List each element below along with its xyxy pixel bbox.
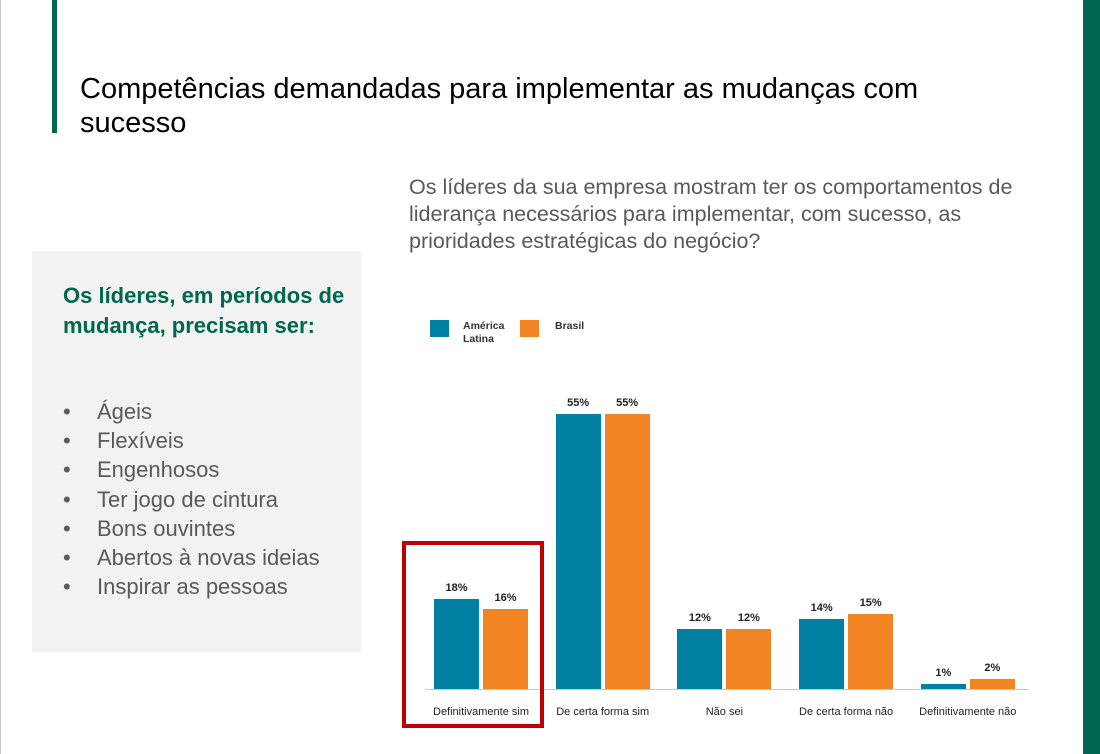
leader-traits-heading: Os líderes, em períodos de mudança, prec… xyxy=(63,283,345,338)
category-label: De certa forma sim xyxy=(556,706,650,718)
legend-label-brasil: Brasil xyxy=(555,320,585,332)
slide-left-edge xyxy=(0,0,1,754)
data-label: 16% xyxy=(494,592,517,604)
data-label: 14% xyxy=(810,602,833,614)
leader-trait-text: Inspirar as pessoas xyxy=(97,574,288,600)
bar-america-latina xyxy=(677,629,723,689)
leader-trait-text: Ter jogo de cintura xyxy=(97,486,278,512)
data-label: 2% xyxy=(984,662,1001,674)
bullet-icon: • xyxy=(63,545,71,571)
category-label: Não sei xyxy=(705,706,744,718)
survey-question: Os líderes da sua empresa mostram ter os… xyxy=(409,175,1013,253)
legend-label-america-latina: América Latina xyxy=(463,320,505,345)
leader-trait-item: • Abertos à novas ideias xyxy=(63,543,353,572)
bullet-icon: • xyxy=(63,457,71,483)
bullet-icon: • xyxy=(63,574,71,600)
bullet-icon: • xyxy=(63,486,71,512)
bar-chart: 18% 16% Definitivamente sim 55% 55% De certa … xyxy=(400,380,1040,740)
leader-trait-item: • Ágeis xyxy=(63,397,353,426)
leader-trait-text: Ágeis xyxy=(97,399,153,424)
bar-brasil xyxy=(969,679,1015,689)
leader-traits-list: • Ágeis • Flexíveis • Engenhosos • Ter jogo de … xyxy=(63,397,353,601)
leader-trait-item: • Flexíveis xyxy=(63,426,353,455)
leader-trait-item: • Bons ouvintes xyxy=(63,514,353,543)
bar-america-latina xyxy=(920,684,966,689)
legend-swatch-brasil xyxy=(520,320,539,337)
bar-brasil xyxy=(483,609,528,689)
title-accent-bar xyxy=(52,0,57,133)
category-label: Definitivamente sim xyxy=(433,706,529,718)
data-label: 12% xyxy=(737,612,760,624)
data-label: 1% xyxy=(935,667,952,679)
data-label: 15% xyxy=(859,597,882,609)
leader-traits-box: Os líderes, em períodos de mudança, prec… xyxy=(32,251,361,652)
data-label: 12% xyxy=(688,612,711,624)
bar-brasil xyxy=(726,629,772,689)
leader-trait-item: • Inspirar as pessoas xyxy=(63,572,353,601)
data-label: 18% xyxy=(445,582,468,594)
leader-trait-item: • Engenhosos xyxy=(63,455,353,484)
bullet-icon: • xyxy=(63,428,71,454)
leader-trait-item: • Ter jogo de cintura xyxy=(63,485,353,514)
bullet-icon: • xyxy=(63,399,71,424)
data-label: 55% xyxy=(567,397,590,409)
bar-brasil xyxy=(604,414,650,689)
leader-trait-text: Engenhosos xyxy=(97,457,220,483)
bar-america-latina xyxy=(434,599,479,689)
legend-swatch-america-latina xyxy=(430,320,449,337)
leader-trait-text: Flexíveis xyxy=(97,428,184,454)
chart-baseline xyxy=(425,689,1028,690)
category-label: Definitivamente não xyxy=(919,706,1017,718)
right-accent-band xyxy=(1083,0,1100,754)
bar-america-latina xyxy=(799,619,845,689)
slide-title: Competências demandadas para implementar… xyxy=(80,73,919,139)
leader-trait-text: Abertos à novas ideias xyxy=(97,545,320,571)
highlight-box-definitivamente-sim xyxy=(402,541,544,728)
category-label: De certa forma não xyxy=(799,706,894,718)
data-label: 55% xyxy=(616,397,639,409)
bar-brasil xyxy=(848,614,894,689)
bar-america-latina xyxy=(555,414,601,689)
bullet-icon: • xyxy=(63,515,71,541)
leader-trait-text: Bons ouvintes xyxy=(97,515,236,541)
